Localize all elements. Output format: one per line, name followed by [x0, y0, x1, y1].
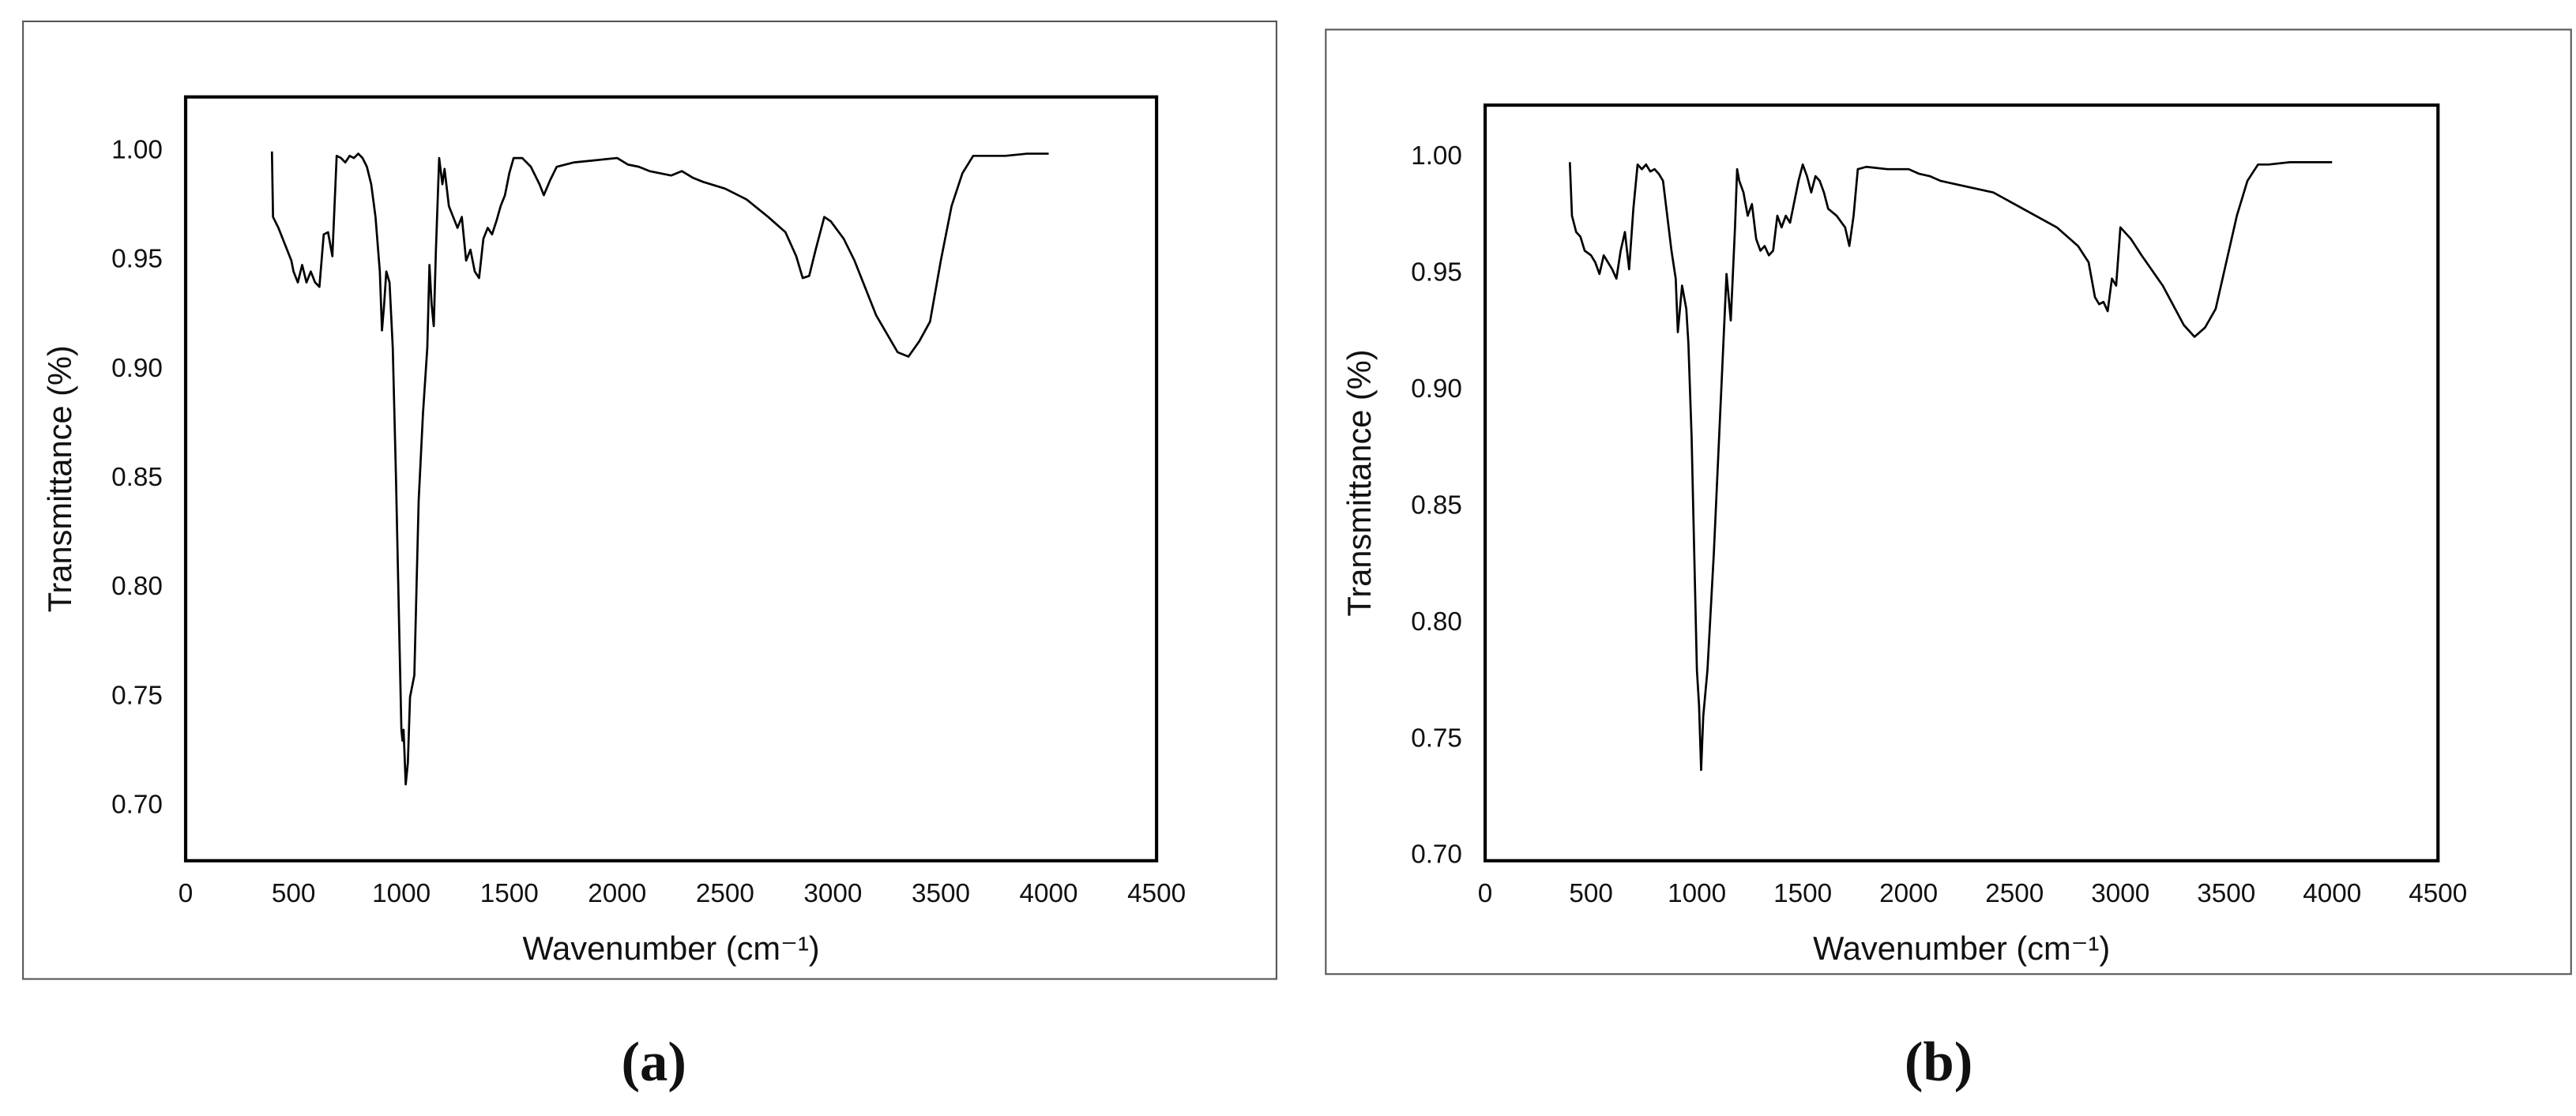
x-tick-label: 0	[179, 879, 194, 908]
chart-panel: 0.70 0.75 0.80 0.85 0.90 0.95 1.00 0 500 1000 1500…	[1325, 28, 2572, 1093]
y-tick-label: 0.70	[1411, 840, 1462, 870]
x-tick-label: 1000	[372, 879, 431, 908]
x-tick-label: 1000	[1668, 879, 1726, 908]
panel-frame	[1325, 28, 2572, 975]
y-tick-label: 0.85	[111, 463, 163, 492]
panel-caption: (a)	[622, 1031, 686, 1093]
x-tick-label: 2000	[588, 879, 646, 908]
panel-frame	[22, 21, 1277, 980]
x-tick-label: 500	[1569, 879, 1613, 908]
spectrum-line	[270, 151, 1049, 786]
x-tick-label: 4000	[2303, 879, 2361, 908]
y-tick-label: 0.90	[1411, 374, 1462, 404]
x-axis-title: Wavenumber (cm⁻¹)	[522, 930, 819, 967]
panel-caption: (b)	[1905, 1031, 1972, 1093]
y-tick-label: 0.80	[111, 572, 163, 601]
chart-panel: 0.70 0.75 0.80 0.85 0.90 0.95 1.00 0 500 1000 1500…	[22, 21, 1277, 1093]
x-tick-label: 2500	[1985, 879, 2044, 908]
y-axis-title: Transmittance (%)	[1341, 349, 1378, 616]
y-axis-title: Transmittance (%)	[41, 345, 78, 612]
x-tick-label: 1500	[480, 879, 539, 908]
x-tick-label: 4500	[1127, 879, 1186, 908]
plot-area	[183, 95, 1159, 862]
plot-area	[1483, 103, 2440, 862]
y-tick-label: 1.00	[111, 136, 163, 165]
y-tick-label: 0.75	[111, 681, 163, 710]
x-tick-label: 2500	[696, 879, 754, 908]
x-tick-label: 1500	[1773, 879, 1832, 908]
y-tick-label: 0.95	[1411, 258, 1462, 287]
y-tick-label: 0.70	[111, 790, 163, 819]
y-tick-label: 1.00	[1411, 141, 1462, 171]
x-tick-label: 2000	[1879, 879, 1938, 908]
y-tick-label: 0.85	[1411, 490, 1462, 520]
y-tick-label: 0.95	[111, 245, 163, 274]
x-tick-label: 3000	[2091, 879, 2149, 908]
x-tick-label: 4000	[1020, 879, 1078, 908]
x-tick-label: 500	[272, 879, 316, 908]
y-tick-label: 0.90	[111, 354, 163, 383]
spectrum-line	[1568, 160, 2333, 772]
x-tick-label: 3000	[803, 879, 862, 908]
y-tick-label: 0.80	[1411, 607, 1462, 637]
x-tick-label: 4500	[2409, 879, 2467, 908]
x-axis-title: Wavenumber (cm⁻¹)	[1813, 930, 2110, 967]
x-tick-label: 3500	[912, 879, 970, 908]
x-tick-label: 3500	[2197, 879, 2255, 908]
y-tick-label: 0.75	[1411, 723, 1462, 753]
x-tick-label: 0	[1478, 879, 1493, 908]
